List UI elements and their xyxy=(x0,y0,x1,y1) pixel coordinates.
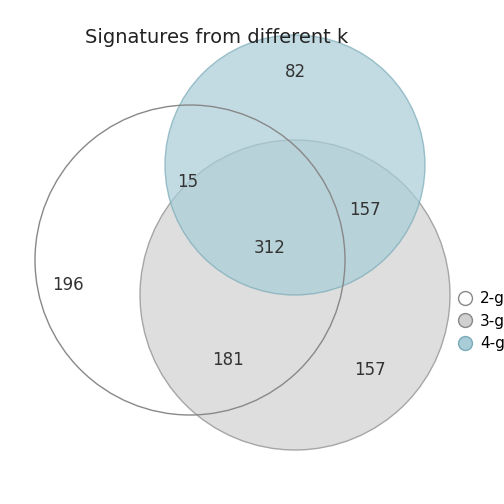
Text: 157: 157 xyxy=(349,201,381,219)
Text: 312: 312 xyxy=(254,239,286,257)
Text: 196: 196 xyxy=(52,276,84,294)
Circle shape xyxy=(165,35,425,295)
Circle shape xyxy=(140,140,450,450)
Text: 15: 15 xyxy=(177,173,199,191)
Text: 82: 82 xyxy=(284,63,305,81)
Legend: 2-group, 3-group, 4-group: 2-group, 3-group, 4-group xyxy=(451,285,504,357)
Text: 157: 157 xyxy=(354,361,386,379)
Text: 181: 181 xyxy=(212,351,244,369)
Text: Signatures from different k: Signatures from different k xyxy=(85,28,348,47)
